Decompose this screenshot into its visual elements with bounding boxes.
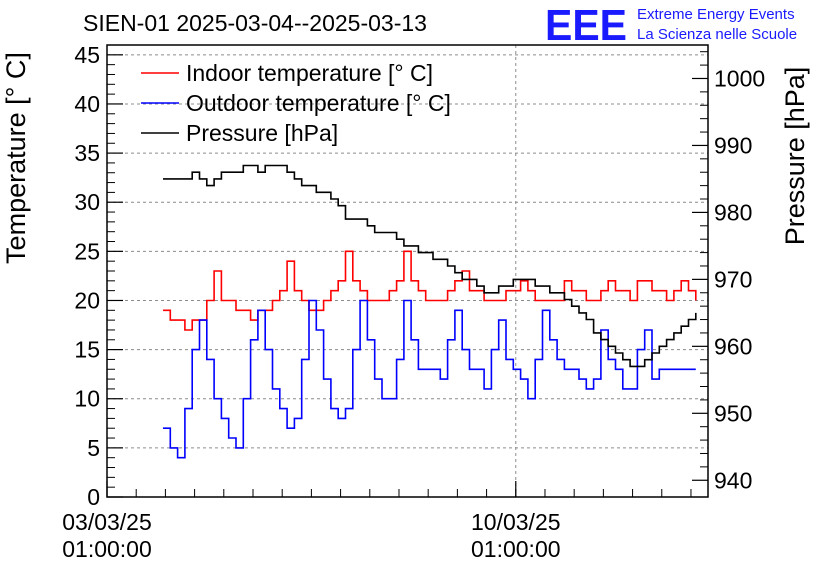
x-tick-label-date: 10/03/25: [471, 509, 561, 535]
y-tick-label: 40: [74, 91, 100, 117]
chart-title: SIEN-01 2025-03-04--2025-03-13: [83, 10, 427, 36]
y-tick-label: 35: [74, 140, 100, 166]
y2-tick-label: 940: [714, 467, 752, 493]
y2-tick-label: 970: [714, 266, 752, 292]
y-tick-label: 20: [74, 287, 100, 313]
y-tick-label: 45: [74, 42, 100, 68]
y2-axis-label: Pressure [hPa]: [780, 67, 810, 246]
y2-tick-label: 960: [714, 333, 752, 359]
x-tick-label-time: 01:00:00: [62, 536, 152, 562]
y-tick-label: 5: [87, 435, 100, 461]
y-tick-label: 0: [87, 484, 100, 510]
y-tick-label: 15: [74, 337, 100, 363]
y-tick-label: 25: [74, 238, 100, 264]
y2-tick-label: 1000: [714, 65, 765, 91]
logo-line1: Extreme Energy Events: [637, 6, 795, 23]
axes: 0 5 10 15 20 25 30 35 40 45 940 950 960 970 980 990 1000…: [62, 42, 765, 562]
legend-entry-label: Outdoor temperature [° C]: [186, 90, 451, 116]
series-line-2: [163, 164, 697, 368]
legend-entry-label: Pressure [hPa]: [186, 120, 338, 146]
logo-line2: La Scienza nelle Scuole: [637, 26, 797, 43]
series-layer: [163, 164, 697, 459]
y-tick-label: 30: [74, 189, 100, 215]
legend-entry-label: Indoor temperature [° C]: [186, 60, 433, 86]
y2-tick-label: 980: [714, 199, 752, 225]
y-tick-label: 10: [74, 386, 100, 412]
series-line-1: [163, 299, 696, 459]
eee-logo: EEE Extreme Energy Events La Scienza nel…: [545, 1, 797, 50]
y2-tick-label: 990: [714, 132, 752, 158]
legend: Indoor temperature [° C] Outdoor temperat…: [141, 60, 451, 146]
y-axis-label: Temperature [° C]: [1, 52, 31, 264]
x-tick-label-date: 03/03/25: [62, 509, 152, 535]
logo-letters: EEE: [545, 1, 627, 50]
series-line-0: [163, 250, 697, 331]
y2-tick-label: 950: [714, 400, 752, 426]
x-tick-label-time: 01:00:00: [471, 536, 561, 562]
